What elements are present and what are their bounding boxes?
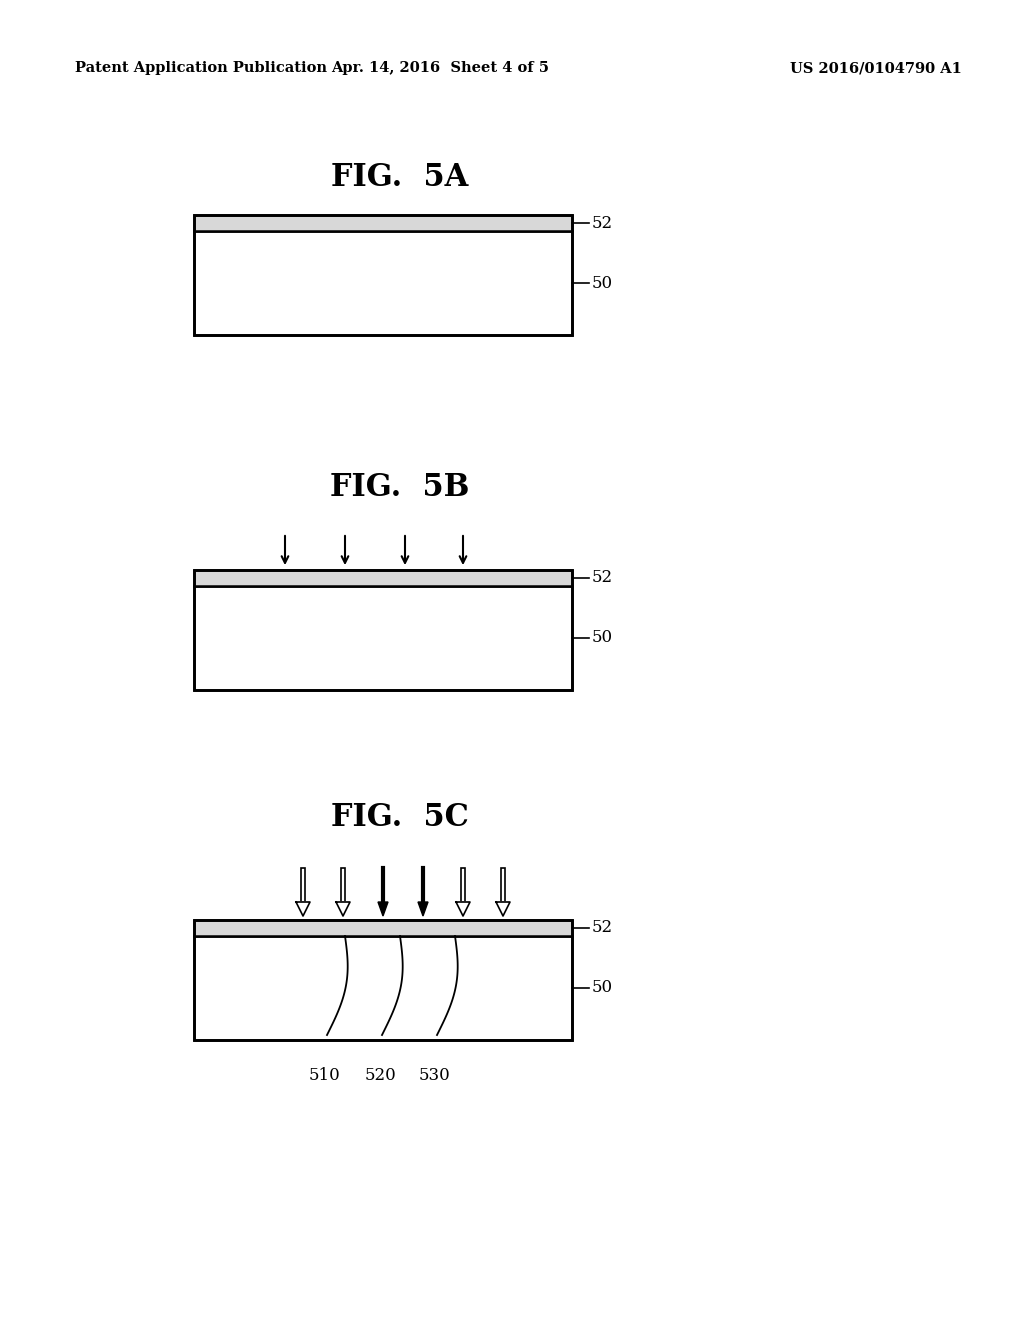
Text: Apr. 14, 2016  Sheet 4 of 5: Apr. 14, 2016 Sheet 4 of 5 <box>331 61 549 75</box>
Text: 50: 50 <box>592 275 613 292</box>
Text: 50: 50 <box>592 630 613 647</box>
Bar <box>194 920 572 936</box>
Text: US 2016/0104790 A1: US 2016/0104790 A1 <box>790 61 962 75</box>
Text: FIG.  5C: FIG. 5C <box>331 803 469 833</box>
Text: 52: 52 <box>592 920 613 936</box>
Bar <box>194 586 572 690</box>
Text: 50: 50 <box>592 979 613 997</box>
Polygon shape <box>456 902 470 916</box>
Text: 510: 510 <box>309 1067 341 1084</box>
Text: Patent Application Publication: Patent Application Publication <box>75 61 327 75</box>
Polygon shape <box>418 902 428 916</box>
Text: 52: 52 <box>592 569 613 586</box>
Bar <box>194 936 572 1040</box>
Bar <box>194 215 572 335</box>
Bar <box>194 231 572 335</box>
Bar <box>194 920 572 1040</box>
Bar <box>194 570 572 690</box>
Bar <box>194 570 572 586</box>
Bar <box>194 215 572 231</box>
Bar <box>341 869 345 902</box>
Text: FIG.  5B: FIG. 5B <box>331 471 470 503</box>
Text: 52: 52 <box>592 214 613 231</box>
Polygon shape <box>336 902 350 916</box>
Bar <box>301 869 305 902</box>
Text: 520: 520 <box>365 1067 396 1084</box>
Polygon shape <box>378 902 388 916</box>
Polygon shape <box>496 902 510 916</box>
Bar <box>461 869 465 902</box>
Text: 530: 530 <box>419 1067 451 1084</box>
Polygon shape <box>296 902 310 916</box>
Bar <box>501 869 505 902</box>
Text: FIG.  5A: FIG. 5A <box>332 162 469 194</box>
